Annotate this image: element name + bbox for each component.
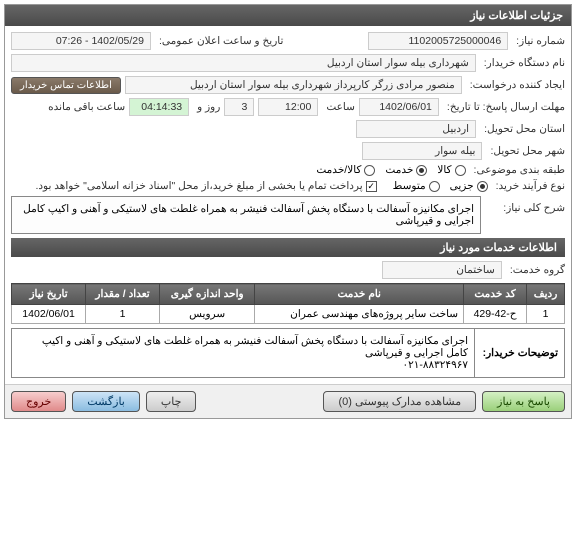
radio-icon <box>477 181 488 192</box>
th-row: ردیف <box>527 284 565 305</box>
radio-icon <box>455 165 466 176</box>
class-goods[interactable]: کالا <box>437 164 465 176</box>
announce-value: 1402/05/29 - 07:26 <box>11 32 151 50</box>
cell-date: 1402/06/01 <box>12 305 86 324</box>
row-service-group: گروه خدمت: ساختمان <box>11 261 565 279</box>
class-both[interactable]: کالا/خدمت <box>316 164 375 176</box>
row-deadline: مهلت ارسال پاسخ: تا تاریخ: 1402/06/01 سا… <box>11 98 565 116</box>
buy-type-label: نوع فرآیند خرید: <box>492 180 565 192</box>
city-label: شهر محل تحویل: <box>486 145 565 157</box>
cell-row: 1 <box>527 305 565 324</box>
creator-label: ایجاد کننده درخواست: <box>466 79 565 91</box>
class-goods-label: کالا <box>437 164 451 176</box>
th-unit: واحد اندازه گیری <box>159 284 254 305</box>
buy-medium-label: متوسط <box>393 180 426 192</box>
services-section-title: اطلاعات خدمات مورد نیاز <box>11 238 565 257</box>
th-code: کد خدمت <box>464 284 527 305</box>
row-classification: طبقه بندی موضوعی: کالا خدمت کالا/خدمت <box>11 164 565 176</box>
class-both-label: کالا/خدمت <box>316 164 361 176</box>
contact-buyer-button[interactable]: اطلاعات تماس خریدار <box>11 77 121 94</box>
cell-name: ساخت سایر پروژه‌های مهندسی عمران <box>255 305 464 324</box>
deadline-label: مهلت ارسال پاسخ: تا تاریخ: <box>443 101 565 113</box>
days-value: 3 <box>224 98 254 116</box>
class-service[interactable]: خدمت <box>385 164 427 176</box>
services-table: ردیف کد خدمت نام خدمت واحد اندازه گیری ت… <box>11 283 565 324</box>
table-row: 1 ح-42-429 ساخت سایر پروژه‌های مهندسی عم… <box>12 305 565 324</box>
group-value: ساختمان <box>382 261 502 279</box>
row-need-title: شرح کلی نیاز: اجرای مکانیزه آسفالت با دس… <box>11 196 565 234</box>
and-label: روز و <box>193 101 220 113</box>
panel-body: شماره نیاز: 1102005725000046 تاریخ و ساع… <box>5 26 571 384</box>
need-title-value: اجرای مکانیزه آسفالت با دستگاه پخش آسفال… <box>11 196 481 234</box>
group-label: گروه خدمت: <box>506 264 565 276</box>
creator-value: منصور مرادی زرگر کارپرداز شهرداری بیله س… <box>125 76 462 94</box>
deadline-date: 1402/06/01 <box>359 98 439 116</box>
back-button[interactable]: بازگشت <box>72 391 140 412</box>
buy-minor-label: جزیی <box>450 180 474 192</box>
need-title-label: شرح کلی نیاز: <box>485 196 565 214</box>
details-panel: جزئیات اطلاعات نیاز شماره نیاز: 11020057… <box>4 4 572 419</box>
panel-title: جزئیات اطلاعات نیاز <box>5 5 571 26</box>
table-head: ردیف کد خدمت نام خدمت واحد اندازه گیری ت… <box>12 284 565 305</box>
province-label: استان محل تحویل: <box>480 123 565 135</box>
radio-icon <box>364 165 375 176</box>
buyer-note-box: توضیحات خریدار: اجرای مکانیزه آسفالت با … <box>11 328 565 378</box>
need-no-value: 1102005725000046 <box>368 32 508 50</box>
th-date: تاریخ نیاز <box>12 284 86 305</box>
city-value: بیله سوار <box>362 142 482 160</box>
attachments-button[interactable]: مشاهده مدارک پیوستی (0) <box>323 391 476 412</box>
cell-qty: 1 <box>86 305 160 324</box>
row-city: شهر محل تحویل: بیله سوار <box>11 142 565 160</box>
exit-button[interactable]: خروج <box>11 391 66 412</box>
class-label: طبقه بندی موضوعی: <box>470 164 565 176</box>
radio-icon <box>416 165 427 176</box>
checkbox-icon: ✓ <box>366 181 377 192</box>
class-radio-group: کالا خدمت کالا/خدمت <box>316 164 465 176</box>
deadline-time: 12:00 <box>258 98 318 116</box>
province-value: اردبیل <box>356 120 476 138</box>
need-no-label: شماره نیاز: <box>512 35 565 47</box>
remain-time: 04:14:33 <box>129 98 189 116</box>
row-creator: ایجاد کننده درخواست: منصور مرادی زرگر کا… <box>11 76 565 94</box>
row-buyer-org: نام دستگاه خریدار: شهرداری بیله سوار است… <box>11 54 565 72</box>
print-button[interactable]: چاپ <box>146 391 197 412</box>
buyer-note-label: توضیحات خریدار: <box>474 329 564 377</box>
row-province: استان محل تحویل: اردبیل <box>11 120 565 138</box>
pay-note-text: پرداخت تمام یا بخشی از مبلغ خرید،از محل … <box>35 180 362 192</box>
buyer-note-text: اجرای مکانیزه آسفالت با دستگاه پخش آسفال… <box>12 329 474 377</box>
announce-label: تاریخ و ساعت اعلان عمومی: <box>155 35 283 47</box>
th-name: نام خدمت <box>255 284 464 305</box>
buy-minor[interactable]: جزیی <box>450 180 488 192</box>
row-buy-type: نوع فرآیند خرید: جزیی متوسط ✓ پرداخت تما… <box>11 180 565 192</box>
row-need-number: شماره نیاز: 1102005725000046 تاریخ و ساع… <box>11 32 565 50</box>
cell-unit: سرویس <box>159 305 254 324</box>
buyer-org-label: نام دستگاه خریدار: <box>480 57 565 69</box>
buyer-org-value: شهرداری بیله سوار استان اردبیل <box>11 54 476 72</box>
buy-medium[interactable]: متوسط <box>393 180 440 192</box>
th-qty: تعداد / مقدار <box>86 284 160 305</box>
remain-label: ساعت باقی مانده <box>44 101 125 113</box>
reply-button[interactable]: پاسخ به نیاز <box>482 391 565 412</box>
radio-icon <box>429 181 440 192</box>
footer-bar: پاسخ به نیاز مشاهده مدارک پیوستی (0) چاپ… <box>5 384 571 418</box>
class-service-label: خدمت <box>385 164 413 176</box>
pay-note-check: ✓ پرداخت تمام یا بخشی از مبلغ خرید،از مح… <box>35 180 376 192</box>
cell-code: ح-42-429 <box>464 305 527 324</box>
buy-type-group: جزیی متوسط <box>393 180 488 192</box>
time-label-1: ساعت <box>322 101 355 113</box>
table-body: 1 ح-42-429 ساخت سایر پروژه‌های مهندسی عم… <box>12 305 565 324</box>
